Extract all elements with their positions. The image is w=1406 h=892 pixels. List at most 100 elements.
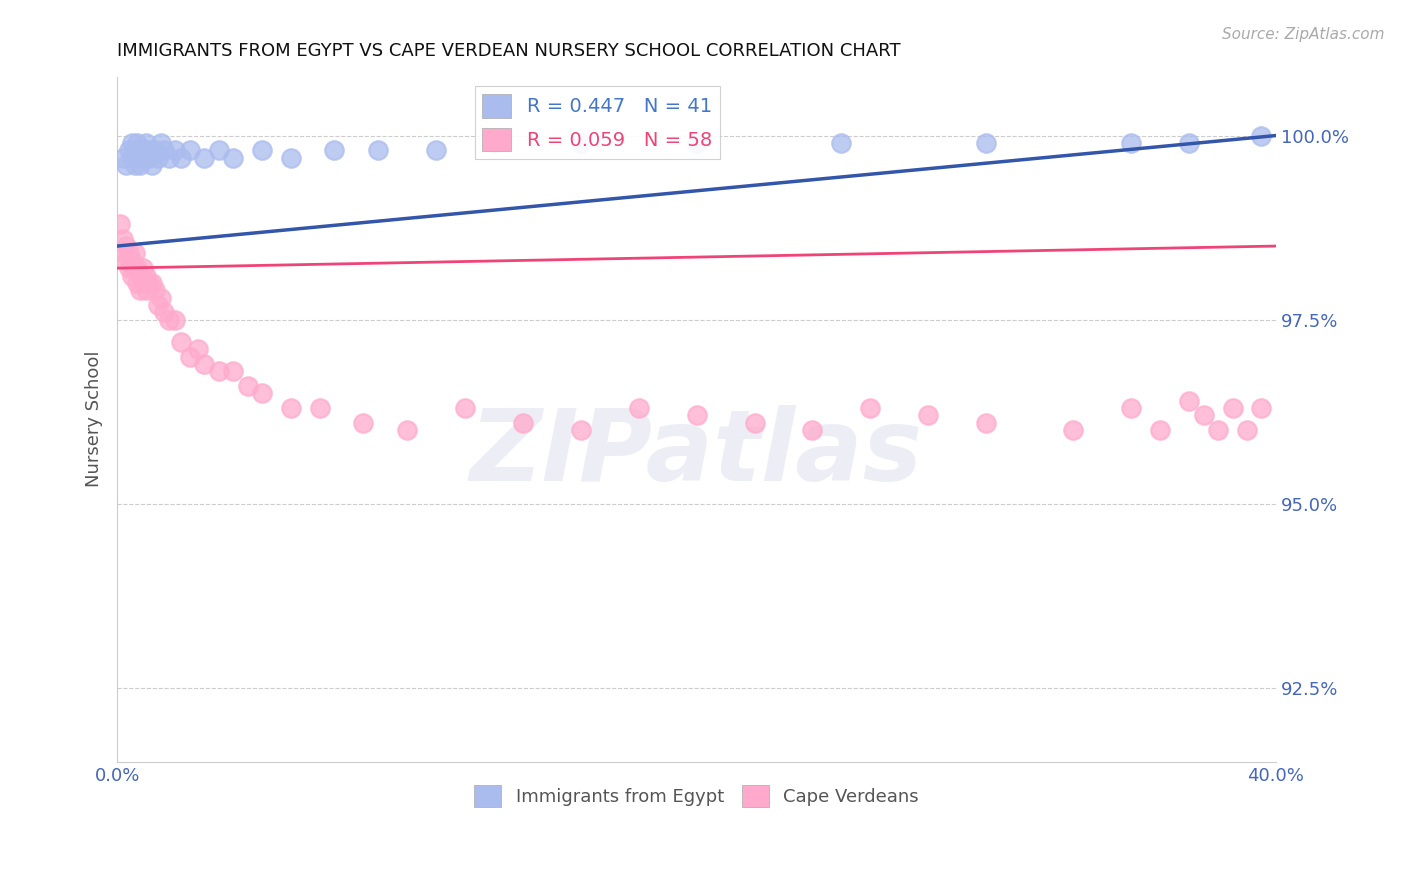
Point xyxy=(179,350,201,364)
Point xyxy=(974,136,997,150)
Point xyxy=(170,151,193,165)
Point xyxy=(830,136,852,150)
Point xyxy=(135,136,157,150)
Point xyxy=(149,291,172,305)
Point xyxy=(1149,423,1171,437)
Point xyxy=(143,283,166,297)
Point xyxy=(1222,401,1244,416)
Point xyxy=(124,143,146,157)
Point xyxy=(1236,423,1258,437)
Point xyxy=(141,276,163,290)
Point xyxy=(149,136,172,150)
Point xyxy=(569,136,592,150)
Point xyxy=(108,217,131,231)
Point xyxy=(1062,423,1084,437)
Point xyxy=(685,136,707,150)
Point xyxy=(121,136,143,150)
Point xyxy=(127,276,149,290)
Point xyxy=(367,143,389,157)
Point xyxy=(280,401,302,416)
Point xyxy=(1178,393,1201,408)
Point xyxy=(207,364,229,378)
Point xyxy=(1119,401,1142,416)
Point xyxy=(124,261,146,276)
Point xyxy=(146,151,169,165)
Point xyxy=(129,143,152,157)
Point xyxy=(118,143,141,157)
Point xyxy=(187,342,209,356)
Point xyxy=(146,298,169,312)
Point xyxy=(222,364,245,378)
Point xyxy=(482,136,505,150)
Text: ZIPatlas: ZIPatlas xyxy=(470,405,924,502)
Point xyxy=(135,268,157,283)
Point xyxy=(1178,136,1201,150)
Point xyxy=(1119,136,1142,150)
Y-axis label: Nursery School: Nursery School xyxy=(86,351,103,487)
Point xyxy=(129,158,152,172)
Point xyxy=(974,416,997,430)
Point xyxy=(179,143,201,157)
Text: Source: ZipAtlas.com: Source: ZipAtlas.com xyxy=(1222,27,1385,42)
Point xyxy=(135,283,157,297)
Point xyxy=(744,416,766,430)
Point xyxy=(323,143,346,157)
Point xyxy=(236,379,259,393)
Point xyxy=(121,151,143,165)
Point xyxy=(127,136,149,150)
Point xyxy=(121,253,143,268)
Point xyxy=(115,239,138,253)
Point xyxy=(132,261,155,276)
Point xyxy=(138,276,160,290)
Point xyxy=(141,143,163,157)
Point xyxy=(111,151,134,165)
Point xyxy=(193,357,215,371)
Point xyxy=(1250,401,1272,416)
Point xyxy=(627,401,650,416)
Point xyxy=(152,305,174,319)
Point xyxy=(170,334,193,349)
Point xyxy=(121,268,143,283)
Point xyxy=(250,143,273,157)
Point xyxy=(454,401,477,416)
Legend: Immigrants from Egypt, Cape Verdeans: Immigrants from Egypt, Cape Verdeans xyxy=(467,778,927,814)
Point xyxy=(425,143,447,157)
Point xyxy=(115,158,138,172)
Point xyxy=(1250,128,1272,143)
Point xyxy=(135,143,157,157)
Point xyxy=(1192,409,1215,423)
Point xyxy=(250,386,273,401)
Point xyxy=(859,401,882,416)
Point xyxy=(1206,423,1229,437)
Point xyxy=(395,423,418,437)
Point xyxy=(111,232,134,246)
Point xyxy=(917,409,939,423)
Point xyxy=(801,423,824,437)
Point xyxy=(352,416,374,430)
Point xyxy=(118,246,141,260)
Point xyxy=(157,151,180,165)
Point xyxy=(111,246,134,260)
Point xyxy=(127,261,149,276)
Point xyxy=(165,143,187,157)
Point xyxy=(152,143,174,157)
Point xyxy=(569,423,592,437)
Point xyxy=(685,409,707,423)
Point xyxy=(280,151,302,165)
Point xyxy=(132,276,155,290)
Point xyxy=(512,416,534,430)
Point xyxy=(129,268,152,283)
Point xyxy=(124,158,146,172)
Point xyxy=(132,151,155,165)
Point xyxy=(124,246,146,260)
Point xyxy=(138,151,160,165)
Point xyxy=(141,158,163,172)
Point xyxy=(193,151,215,165)
Text: IMMIGRANTS FROM EGYPT VS CAPE VERDEAN NURSERY SCHOOL CORRELATION CHART: IMMIGRANTS FROM EGYPT VS CAPE VERDEAN NU… xyxy=(117,42,901,60)
Point xyxy=(118,261,141,276)
Point xyxy=(207,143,229,157)
Point xyxy=(129,283,152,297)
Point xyxy=(165,312,187,326)
Point xyxy=(115,253,138,268)
Point xyxy=(143,143,166,157)
